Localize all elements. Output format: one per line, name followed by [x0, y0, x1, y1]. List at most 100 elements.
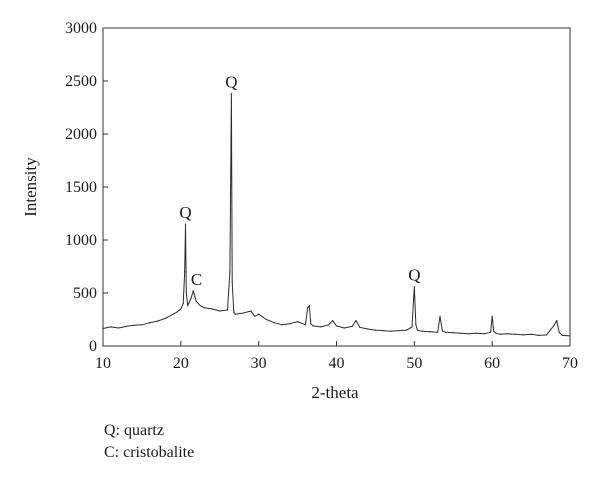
- data-point: [273, 322, 275, 324]
- data-point: [374, 329, 376, 331]
- data-point: [164, 317, 166, 319]
- data-point: [351, 325, 353, 327]
- data-point: [195, 300, 197, 303]
- x-tick-label: 50: [406, 355, 422, 372]
- y-tick-label: 2000: [65, 126, 97, 143]
- data-point: [102, 327, 104, 330]
- peak-label: Q: [225, 73, 237, 92]
- data-point: [530, 333, 532, 335]
- x-tick-label: 10: [95, 355, 111, 372]
- data-point: [133, 324, 135, 326]
- data-point: [219, 310, 221, 312]
- data-point: [437, 331, 439, 333]
- data-point: [398, 330, 400, 332]
- plot-area-frame: [102, 27, 571, 347]
- xrd-chart: 10 20 30 40 50 60 70 0 500 1000 1500 2000 2500 3000 …: [21, 20, 578, 402]
- x-tick-label: 30: [251, 355, 267, 372]
- peak-label: C: [191, 270, 202, 289]
- data-point: [382, 330, 384, 332]
- data-point: [444, 331, 447, 333]
- data-point: [558, 331, 560, 333]
- data-point: [250, 310, 252, 312]
- y-axis-label: Intensity: [21, 157, 40, 217]
- data-point: [226, 309, 229, 311]
- data-point: [495, 332, 497, 334]
- data-point: [156, 320, 159, 322]
- data-point: [514, 333, 517, 335]
- data-point: [460, 332, 462, 334]
- data-point: [182, 303, 184, 305]
- data-point: [141, 324, 143, 326]
- data-point: [355, 320, 357, 322]
- x-tick-label: 20: [173, 355, 189, 372]
- diffraction-trace: [102, 93, 571, 337]
- y-tick-label: 1500: [65, 179, 97, 196]
- data-point: [110, 326, 112, 328]
- data-point: [118, 327, 120, 329]
- data-point: [230, 93, 232, 95]
- data-point: [307, 307, 309, 309]
- data-point: [234, 313, 236, 315]
- data-point: [507, 333, 509, 335]
- data-point: [493, 330, 495, 332]
- x-tick-label: 60: [484, 355, 500, 372]
- data-point: [416, 329, 418, 331]
- y-tick-label: 3000: [65, 20, 97, 37]
- data-point: [190, 297, 192, 299]
- data-point: [184, 223, 187, 225]
- data-point: [211, 308, 213, 310]
- data-point: [441, 330, 443, 332]
- data-point: [289, 323, 291, 325]
- data-point: [522, 334, 524, 336]
- data-point: [491, 315, 493, 317]
- data-point: [310, 323, 312, 325]
- data-point: [229, 271, 231, 273]
- data-point: [172, 313, 174, 315]
- data-point: [553, 324, 556, 326]
- data-point: [483, 333, 485, 335]
- data-point: [332, 320, 334, 322]
- data-point: [476, 332, 478, 334]
- data-point: [188, 303, 190, 305]
- data-point: [320, 326, 322, 328]
- data-point: [335, 325, 338, 327]
- data-point: [258, 313, 260, 315]
- peak-label: Q: [179, 203, 191, 222]
- data-point: [359, 326, 361, 328]
- data-point: [390, 330, 392, 332]
- x-axis-label: 2-theta: [311, 383, 359, 402]
- data-point: [203, 307, 205, 309]
- data-point: [312, 325, 314, 327]
- data-point: [199, 305, 201, 307]
- data-point: [411, 326, 413, 328]
- data-point: [328, 324, 330, 326]
- data-point: [468, 333, 470, 335]
- chart-svg: 10 20 30 40 50 60 70 050010001500200025003000 …: [21, 20, 578, 402]
- y-tick-label: 2500: [65, 73, 97, 90]
- data-point: [184, 271, 186, 273]
- data-point: [415, 324, 417, 326]
- legend-notes: Q: quartz C: cristobalite: [104, 420, 194, 464]
- data-point: [233, 311, 235, 313]
- y-tick-label: 500: [73, 285, 97, 302]
- x-tick-label: 70: [562, 355, 578, 372]
- data-point: [499, 333, 501, 335]
- data-point: [185, 292, 187, 294]
- data-point: [304, 324, 306, 326]
- y-tick-label: 1000: [65, 232, 97, 249]
- data-point: [429, 331, 431, 333]
- data-point: [367, 328, 369, 330]
- peak-label: Q: [408, 266, 420, 285]
- data-point: [343, 327, 345, 329]
- data-point: [406, 329, 408, 331]
- data-point: [561, 334, 563, 336]
- data-point: [254, 315, 256, 317]
- data-point: [192, 290, 194, 292]
- data-point: [439, 315, 441, 317]
- data-point: [308, 305, 310, 307]
- data-point: [538, 334, 540, 336]
- note-quartz: Q: quartz: [104, 422, 164, 439]
- data-point: [281, 324, 283, 326]
- data-point: [180, 308, 182, 310]
- data-point: [149, 322, 151, 324]
